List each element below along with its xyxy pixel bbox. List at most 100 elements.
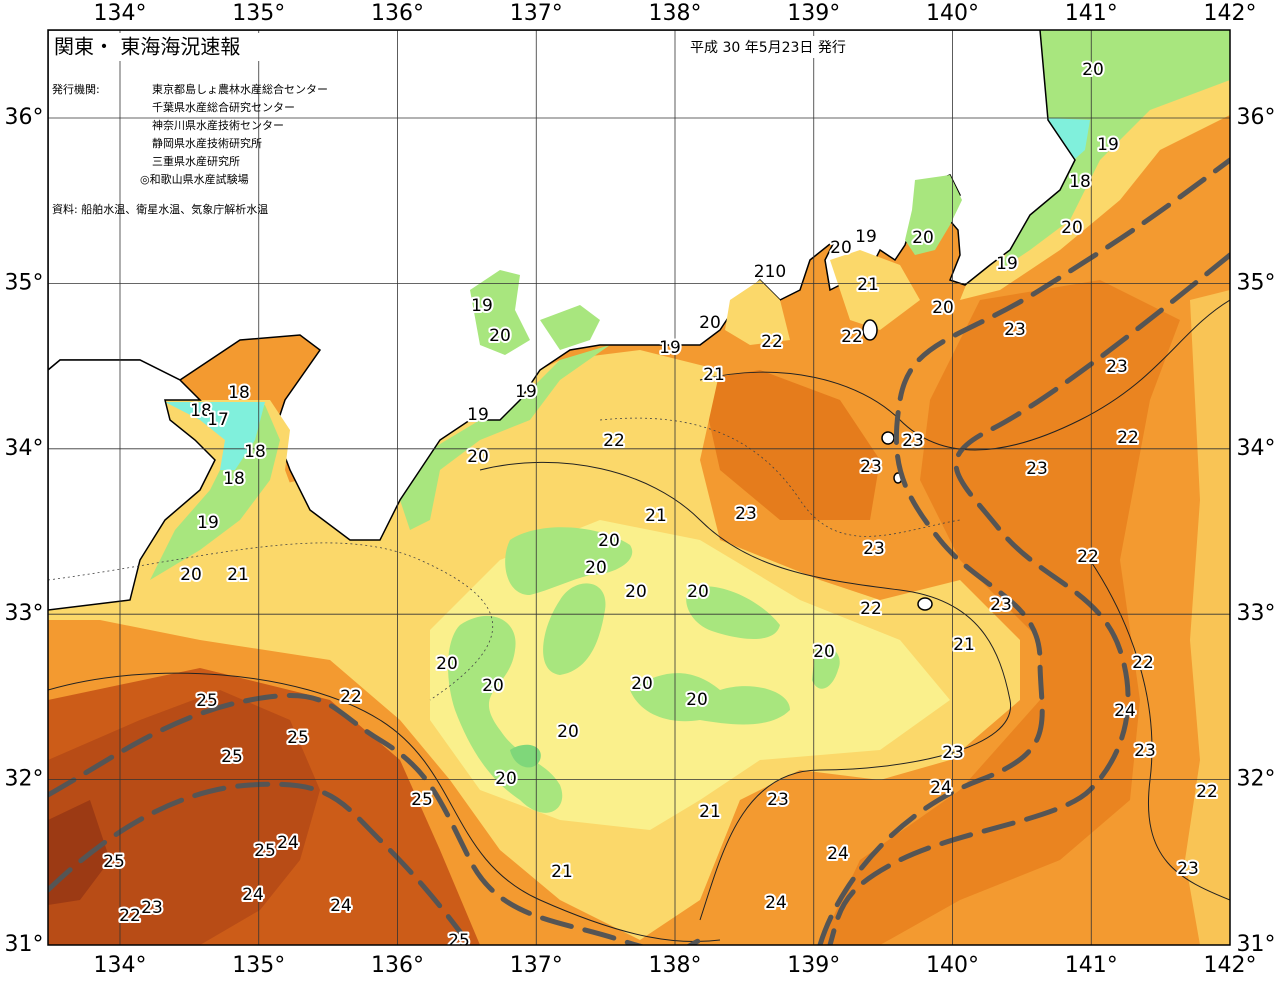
contour-label: 19 [467, 405, 489, 425]
sea-east-cooler [1185, 290, 1230, 945]
contour-label: 22 [841, 327, 863, 347]
contour-label: 22 [603, 431, 625, 451]
map-body: 2019182019202019202122210202219211920191… [48, 30, 1230, 951]
lon-label-bottom: 139° [787, 953, 840, 978]
contour-label: 24 [242, 885, 264, 905]
isotherm [479, 461, 1011, 921]
map-frame [47, 29, 1231, 946]
contour-label: 20 [495, 769, 517, 789]
sea-cold-patch [630, 673, 790, 725]
lat-label-left: 33° [5, 601, 44, 626]
title-box [50, 33, 280, 61]
contour-label: 23 [990, 595, 1012, 615]
lat-label-left: 36° [5, 105, 44, 130]
contour-label: 23 [860, 457, 882, 477]
lon-label-top: 136° [371, 1, 424, 26]
lon-label-bottom: 136° [371, 953, 424, 978]
contour-label: 18 [228, 383, 250, 403]
contour-label: 22 [1117, 428, 1139, 448]
contour-label: 23 [1026, 459, 1048, 479]
contour-label: 23 [942, 743, 964, 763]
bay [830, 250, 920, 330]
contour-label: 20 [585, 558, 607, 578]
contour-label: 23 [141, 898, 163, 918]
lon-label-bottom: 134° [94, 953, 147, 978]
contour-label: 20 [482, 676, 504, 696]
contour-label: 20 [436, 654, 458, 674]
lon-label-bottom: 142° [1204, 953, 1257, 978]
sea-cold-patch [505, 527, 633, 595]
graticule [48, 30, 1230, 945]
contour-label: 22 [1132, 653, 1154, 673]
lat-label-left: 34° [5, 436, 44, 461]
issuer: ◎和歌山県水産試験場 [140, 172, 249, 186]
contour-label: 20 [467, 447, 489, 467]
lon-label-top: 135° [232, 1, 285, 26]
issuer: 神奈川県水産技術センター [152, 118, 284, 132]
contour-label: 19 [659, 338, 681, 358]
contour-label: 19 [471, 296, 493, 316]
contour-label: 23 [1004, 320, 1026, 340]
lat-label-left: 32° [5, 767, 44, 792]
contour-label: 20 [180, 565, 202, 585]
lon-label-top: 137° [510, 1, 563, 26]
lat-label-right: 33° [1237, 601, 1276, 626]
contour-label: 23 [1177, 859, 1199, 879]
bay [540, 305, 600, 350]
lon-label-bottom: 138° [649, 953, 702, 978]
contour-label: 20 [1061, 218, 1083, 238]
channel-coldest [165, 402, 265, 470]
bay [725, 280, 790, 345]
island [862, 319, 878, 341]
contour-label: 20 [830, 238, 852, 258]
contour-label: 19 [515, 382, 537, 402]
lon-label-bottom: 135° [232, 953, 285, 978]
contour-label: 23 [1106, 357, 1128, 377]
contour-label: 24 [277, 833, 299, 853]
contour-label: 20 [489, 326, 511, 346]
contour-label: 25 [103, 852, 125, 872]
isotherm [699, 299, 1230, 451]
current-axis [48, 781, 473, 945]
contour-label: 22 [1077, 547, 1099, 567]
contour-label: 18 [1069, 172, 1091, 192]
date-box [684, 36, 906, 58]
bay [905, 175, 962, 255]
contour-label: 19 [1097, 135, 1119, 155]
contour-label: 20 [813, 642, 835, 662]
contour-label: 21 [953, 635, 975, 655]
data-source: 資料: 船舶水温、衛星水温、気象庁解析水温 [52, 202, 268, 216]
lat-label-right: 32° [1237, 767, 1276, 792]
contour-label: 25 [287, 728, 309, 748]
contour-label: 20 [598, 531, 620, 551]
map-title: 関東・ 東海海況速報 [54, 35, 240, 59]
sea-warm-core [700, 370, 880, 520]
island [917, 597, 933, 611]
lat-label-right: 31° [1237, 932, 1276, 957]
contour-label: 20 [932, 298, 954, 318]
contour-label: 22 [340, 687, 362, 707]
isotherm [599, 417, 961, 537]
island [881, 431, 895, 445]
sea-hotter [48, 690, 320, 945]
contour-label: 20 [1082, 60, 1104, 80]
contour-label: 25 [448, 931, 470, 951]
lat-label-right: 36° [1237, 105, 1276, 130]
contour-label: 18 [223, 469, 245, 489]
issuer: 千葉県水産総合研究センター [152, 100, 295, 114]
lat-label-left: 35° [5, 270, 44, 295]
axis-labels: 134° 134° 135° 135° 136° 136° 137° 137° 138° 138°… [5, 1, 1276, 978]
contour-label: 21 [857, 275, 879, 295]
contour-label: 22 [761, 332, 783, 352]
contour-label: 25 [196, 691, 218, 711]
contour-label: 24 [765, 893, 787, 913]
contour-label: 25 [221, 747, 243, 767]
contour-label: 20 [687, 582, 709, 602]
lon-label-top: 141° [1065, 1, 1118, 26]
contour-label: 23 [735, 504, 757, 524]
issuer: 静岡県水産技術研究所 [152, 136, 262, 150]
contour-label: 21 [699, 802, 721, 822]
contour-label: 19 [996, 254, 1018, 274]
contour-label: 21 [645, 506, 667, 526]
lon-label-bottom: 140° [926, 953, 979, 978]
